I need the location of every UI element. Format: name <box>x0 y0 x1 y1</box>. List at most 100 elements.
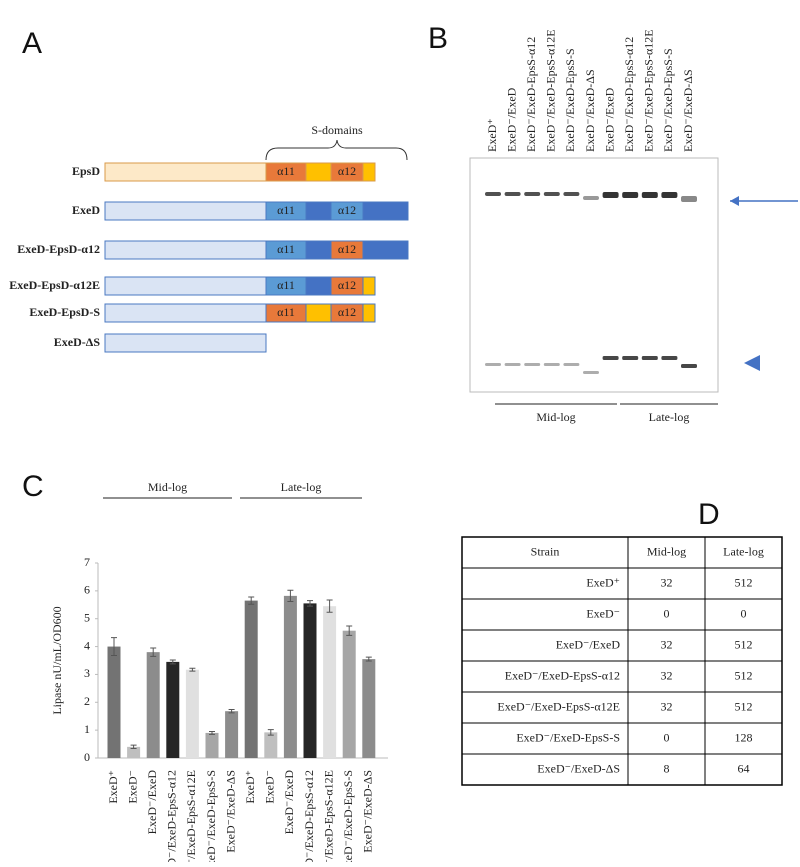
band <box>563 363 580 366</box>
x-tick-label: ExeD⁻/ExeD-EpsS-α12E <box>184 770 198 862</box>
band <box>524 192 541 196</box>
error-bar <box>130 744 137 750</box>
band <box>485 363 501 366</box>
table-cell: 32 <box>661 699 673 713</box>
x-tick-label: ExeD⁺ <box>243 770 257 804</box>
construct-name: ExeD-EpsD-α12 <box>17 242 100 256</box>
construct-name: ExeD <box>72 203 100 217</box>
bar <box>362 659 376 758</box>
band <box>681 196 697 202</box>
construct-name: ExeD-EpsD-α12E <box>9 278 100 292</box>
x-tick-label: ExeD⁻/ExeD-EpsS-α12E <box>321 770 335 862</box>
bracket-label: S-domains <box>311 123 363 137</box>
bar <box>264 732 278 758</box>
domain-label: α12 <box>338 164 356 178</box>
x-tick-label: ExeD⁻/ExeD-EpsS-α12 <box>302 770 316 862</box>
x-tick-label: ExeD⁻ <box>125 770 139 804</box>
table-cell: ExeD⁻/ExeD-EpsS-α12 <box>505 668 620 682</box>
band <box>661 356 678 360</box>
group-label: Late-log <box>649 410 690 424</box>
band <box>485 192 501 196</box>
y-tick-label: 2 <box>84 694 90 708</box>
band <box>524 363 541 366</box>
table-cell: 32 <box>661 668 673 682</box>
band <box>543 363 560 366</box>
bar <box>283 595 297 758</box>
construct-body <box>104 303 267 323</box>
lane-label: ExeD⁻/ExeD-EpsS-α12 <box>524 37 538 152</box>
bar <box>225 711 239 758</box>
domain <box>305 276 332 296</box>
construct-body <box>104 276 267 296</box>
table-cell: 32 <box>661 637 673 651</box>
table-cell: Strain <box>531 544 560 558</box>
table-cell: ExeD⁺ <box>586 575 620 589</box>
y-tick-label: 5 <box>84 610 90 624</box>
error-bar <box>307 600 313 607</box>
band <box>641 192 658 198</box>
group-label: Mid-log <box>148 480 187 494</box>
error-bar <box>150 647 157 657</box>
domain-label: α12 <box>338 278 356 292</box>
bar <box>323 606 337 758</box>
band <box>543 192 560 196</box>
table-cell: Mid-log <box>647 544 686 558</box>
band <box>583 371 599 374</box>
y-tick-label: 3 <box>84 666 90 680</box>
domain <box>362 240 409 260</box>
error-bar <box>189 667 196 672</box>
band <box>602 192 619 198</box>
band <box>661 192 678 198</box>
construct-name: EpsD <box>72 164 100 178</box>
table-cell: 32 <box>661 575 673 589</box>
band <box>641 356 658 360</box>
group-label: Late-log <box>281 480 322 494</box>
construct-name: ExeD-EpsD-S <box>29 305 100 319</box>
y-tick-label: 4 <box>84 638 90 652</box>
arrow-head <box>730 196 739 206</box>
band <box>504 363 521 366</box>
error-bar <box>209 731 215 735</box>
table-cell: ExeD⁻/ExeD-EpsS-S <box>516 730 620 744</box>
error-bar <box>365 656 372 662</box>
table-cell: 64 <box>738 761 750 775</box>
x-tick-label: ExeD⁻/ExeD <box>282 770 296 835</box>
band <box>504 192 521 196</box>
x-tick-label: ExeD⁻ <box>263 770 277 804</box>
domain-label: α11 <box>277 242 295 256</box>
table-cell: 0 <box>664 730 670 744</box>
table-cell: 512 <box>735 637 753 651</box>
bracket <box>265 139 408 161</box>
domain-label: α12 <box>338 203 356 217</box>
panel-letter: D <box>698 498 720 531</box>
panel-letter: C <box>22 470 44 503</box>
domain-label: α11 <box>277 278 295 292</box>
construct-name: ExeD-ΔS <box>54 335 101 349</box>
table-cell: 512 <box>735 699 753 713</box>
lane-label: ExeD⁻/ExeD-ΔS <box>681 69 695 152</box>
construct-body <box>104 162 267 182</box>
y-tick-label: 7 <box>84 555 90 569</box>
x-tick-label: ExeD⁻/ExeD-ΔS <box>223 770 237 853</box>
x-tick-label: ExeD⁻/ExeD-EpsS-α12 <box>165 770 179 862</box>
band <box>681 364 697 368</box>
error-bar <box>267 729 274 736</box>
error-bar <box>248 596 255 605</box>
domain <box>305 162 332 182</box>
lane-label: ExeD⁺ <box>485 118 499 152</box>
domain-label: α11 <box>277 164 295 178</box>
domain-label: α11 <box>277 305 295 319</box>
domain <box>362 303 376 323</box>
error-bar <box>287 589 294 602</box>
domain-label: α12 <box>338 242 356 256</box>
x-tick-label: ExeD⁻/ExeD-ΔS <box>361 770 375 853</box>
lane-label: ExeD⁻/ExeD-EpsS-α12 <box>622 37 636 152</box>
lane-label: ExeD⁻/ExeD <box>504 87 518 152</box>
band <box>622 192 639 198</box>
construct-body <box>104 240 267 260</box>
panel-letter: B <box>428 22 448 55</box>
triangle <box>744 355 760 371</box>
y-axis-label: Lipase nU/mL/OD600 <box>50 606 64 714</box>
lane-label: ExeD⁻/ExeD-EpsS-S <box>661 48 675 152</box>
